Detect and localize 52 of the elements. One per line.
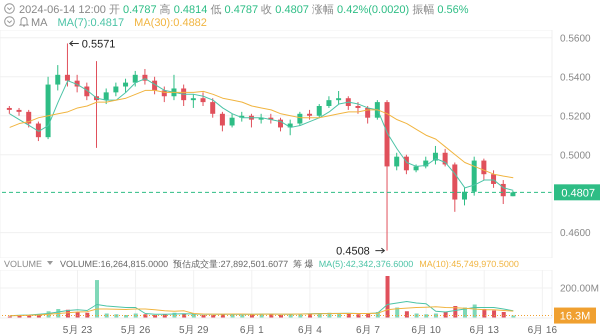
text: MA(30):0.4882 xyxy=(134,17,207,29)
ref-line-label: 16.3M xyxy=(560,310,590,323)
candlestick xyxy=(210,98,216,118)
candlestick xyxy=(132,70,138,88)
y-tick-label: 0.5600 xyxy=(560,33,592,44)
text: MA(10):45,749,970.5000 xyxy=(419,259,519,269)
x-tick-label: 6月 7 xyxy=(356,325,380,334)
x-tick-label: 6月 10 xyxy=(411,325,442,334)
candlestick xyxy=(326,96,332,108)
candlestick xyxy=(64,42,70,88)
candlestick xyxy=(346,96,351,110)
text: MA(5):42,342,376.6000 xyxy=(318,259,414,269)
candlestick xyxy=(230,113,235,128)
y-tick-label: 0.5400 xyxy=(560,72,592,84)
candlestick xyxy=(394,152,400,171)
candlestick xyxy=(36,121,41,142)
chart-title: 2024-06-14 12:00 开 0.4787 高 0.4814 低 0.4787 收 0.4807 涨幅 0.42%(0.0020) 振幅 0.56% xyxy=(19,4,469,16)
x-tick-label: 5月 23 xyxy=(62,325,93,334)
x-tick-label: 6月 13 xyxy=(469,325,500,334)
candlestick xyxy=(55,64,60,91)
y-tick-label: 0.5200 xyxy=(560,111,592,122)
text: 预估成交量:27,892,501.6077 xyxy=(173,259,288,269)
ref-line-label: 0.4807 xyxy=(561,187,596,200)
bar xyxy=(386,276,390,318)
candlestick xyxy=(220,111,225,132)
text: MA(7):0.4817 xyxy=(58,17,124,29)
y-tick-label: 0.4600 xyxy=(560,228,592,240)
legend-title: VOLUME xyxy=(4,259,42,269)
text: VOLUME:16,264,815.0000 xyxy=(60,259,168,269)
candlestick xyxy=(481,158,486,181)
bar xyxy=(492,310,496,318)
bar xyxy=(95,280,99,318)
annotation: 0.5571 xyxy=(82,38,116,50)
candlestick xyxy=(336,90,342,105)
candlestick xyxy=(404,154,409,175)
candlestick xyxy=(355,102,360,114)
x-tick-label: 6月 4 xyxy=(298,325,322,334)
candlestick xyxy=(84,82,90,101)
annotation: 0.4508 xyxy=(336,246,370,258)
candlestick xyxy=(113,82,118,97)
candlestick xyxy=(316,104,322,118)
y-tick-label: 200.00M xyxy=(560,284,599,295)
y-tick-label: 0.5000 xyxy=(560,150,592,162)
candlestick xyxy=(190,94,196,108)
candlestick xyxy=(123,78,128,93)
legend-title: MA xyxy=(31,17,48,29)
candlestick xyxy=(200,92,206,106)
x-tick-label: 5月 29 xyxy=(178,325,209,334)
x-tick-label: 6月 1 xyxy=(240,325,264,334)
x-tick-label: 5月 26 xyxy=(120,325,151,334)
x-tick-label: 6月 16 xyxy=(528,325,558,334)
text: 筹 爆 xyxy=(293,259,314,269)
